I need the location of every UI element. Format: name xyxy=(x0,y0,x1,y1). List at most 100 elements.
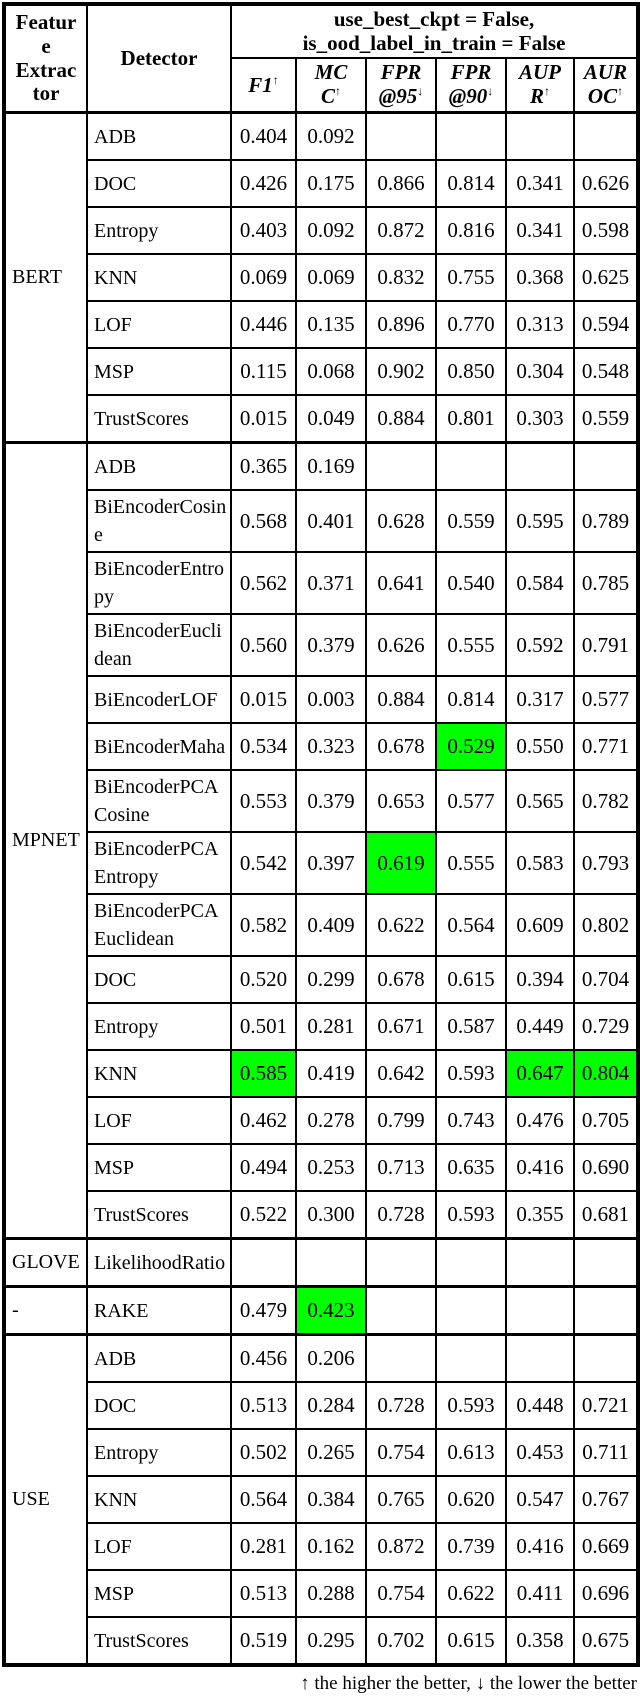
value-cell-f1: 0.562 xyxy=(230,551,297,616)
value-cell-f1: 0.479 xyxy=(230,1285,297,1336)
detector-cell: LOF xyxy=(86,300,232,350)
value-cell-fpr90: 0.850 xyxy=(435,347,507,397)
value-cell-f1: 0.519 xyxy=(230,1616,297,1667)
value-cell-fpr90: 0.593 xyxy=(435,1049,507,1099)
value-cell-aupr: 0.550 xyxy=(505,722,575,772)
value-cell-f1: 0.568 xyxy=(230,489,297,554)
value-cell-fpr95: 0.754 xyxy=(365,1428,437,1478)
value-cell-fpr95: 0.626 xyxy=(365,613,437,678)
value-cell-mcc: 0.295 xyxy=(295,1616,367,1667)
value-cell-mcc: 0.092 xyxy=(295,206,367,256)
value-cell-mcc: 0.401 xyxy=(295,489,367,554)
table-row: USE ADB 0.456 0.206 xyxy=(3,1333,640,1667)
table-row: MPNET ADB 0.365 0.169 xyxy=(3,441,640,1240)
up-arrow-icon: ↑ xyxy=(544,83,550,98)
value-cell-f1: 0.513 xyxy=(230,1381,297,1431)
value-cell-fpr90: 0.743 xyxy=(435,1096,507,1146)
value-cell-f1: 0.553 xyxy=(230,769,297,834)
value-cell-fpr90: 0.622 xyxy=(435,1569,507,1619)
value-cell-fpr90: 0.587 xyxy=(435,1002,507,1052)
value-cell-aupr: 0.317 xyxy=(505,675,575,725)
detector-cell: DOC xyxy=(86,159,232,209)
value-cell-auroc: 0.690 xyxy=(572,1143,640,1193)
value-cell-fpr95: 0.872 xyxy=(365,206,437,256)
value-cell-mcc: 0.323 xyxy=(295,722,367,772)
value-cell-auroc: 0.594 xyxy=(572,300,640,350)
value-cell-aupr: 0.341 xyxy=(505,159,575,209)
value-cell-auroc: 0.548 xyxy=(572,347,640,397)
column-header-f1: F1↑ xyxy=(230,57,297,115)
value-cell-aupr: 0.416 xyxy=(505,1522,575,1572)
value-cell-f1: 0.520 xyxy=(230,955,297,1005)
value-cell-fpr90: 0.559 xyxy=(435,489,507,554)
value-cell-mcc: 0.419 xyxy=(295,1049,367,1099)
detector-cell: KNN xyxy=(86,1475,232,1525)
value-cell-fpr95: 0.678 xyxy=(365,955,437,1005)
value-cell-mcc: 0.288 xyxy=(295,1569,367,1619)
value-cell-auroc: 0.729 xyxy=(572,1002,640,1052)
value-cell-aupr: 0.583 xyxy=(505,831,575,896)
value-cell-auroc: 0.791 xyxy=(572,613,640,678)
table-row: LOF 0.462 0.278 0.799 0.743 0.476 0.705 xyxy=(4,1096,640,1146)
table-row: KNN 0.564 0.384 0.765 0.620 0.547 0.767 xyxy=(4,1475,640,1525)
value-cell-f1: 0.542 xyxy=(230,831,297,896)
value-cell-f1: 0.560 xyxy=(230,613,297,678)
detector-cell: LOF xyxy=(86,1522,232,1572)
value-cell-auroc: 0.669 xyxy=(572,1522,640,1572)
column-header-label: FPR @90↓ xyxy=(448,60,494,108)
legend-note: ↑ the higher the better, ↓ the lower the… xyxy=(300,1673,637,1695)
empty-cell-aupr xyxy=(505,441,575,492)
detector-cell: Entropy xyxy=(86,206,232,256)
empty-cell-aupr xyxy=(505,1333,575,1384)
value-cell-mcc: 0.003 xyxy=(295,675,367,725)
empty-cell-fpr95 xyxy=(365,1237,437,1288)
value-cell-fpr90: 0.540 xyxy=(435,551,507,616)
value-cell-mcc: 0.265 xyxy=(295,1428,367,1478)
empty-cell-fpr90 xyxy=(435,441,507,492)
value-cell-fpr95: 0.622 xyxy=(365,893,437,958)
column-header-label: FPR @95↓ xyxy=(378,60,424,108)
value-cell-auroc: 0.696 xyxy=(572,1569,640,1619)
feature-extractor-cell-bert: BERT xyxy=(3,111,88,444)
value-cell-auroc: 0.721 xyxy=(572,1381,640,1431)
empty-cell-fpr90 xyxy=(435,1333,507,1384)
up-arrow-icon: ↑ xyxy=(617,83,624,98)
value-cell-mcc: 0.384 xyxy=(295,1475,367,1525)
value-cell-mcc: 0.300 xyxy=(295,1190,367,1240)
value-cell-f1: 0.069 xyxy=(230,253,297,303)
value-cell-mcc: 0.169 xyxy=(295,441,367,492)
value-cell-fpr95: 0.628 xyxy=(365,489,437,554)
value-cell-f1: 0.403 xyxy=(230,206,297,256)
value-cell-fpr90: 0.814 xyxy=(435,675,507,725)
down-arrow-icon: ↓ xyxy=(417,83,424,98)
feature-extractor-cell-: - xyxy=(3,1285,88,1336)
detector-cell: ADB xyxy=(86,1333,232,1384)
value-cell-aupr: 0.584 xyxy=(505,551,575,616)
column-header-mcc: MC C↑ xyxy=(295,57,367,115)
value-cell-f1: 0.404 xyxy=(230,111,297,162)
value-cell-mcc: 0.069 xyxy=(295,253,367,303)
value-cell-fpr95: 0.896 xyxy=(365,300,437,350)
value-cell-auroc: 0.559 xyxy=(572,394,640,444)
table-row: TrustScores 0.015 0.049 0.884 0.801 0.303 0.55… xyxy=(4,394,640,444)
detector-cell: ADB xyxy=(86,111,232,162)
column-header-label: AUR OC↑ xyxy=(583,60,628,108)
value-cell-fpr95: 0.641 xyxy=(365,551,437,616)
value-cell-aupr: 0.411 xyxy=(505,1569,575,1619)
value-cell-fpr90: 0.635 xyxy=(435,1143,507,1193)
detector-cell: MSP xyxy=(86,347,232,397)
value-cell-auroc: 0.785 xyxy=(572,551,640,616)
table-row: Entropy 0.501 0.281 0.671 0.587 0.449 0.729 xyxy=(4,1002,640,1052)
empty-cell-fpr90 xyxy=(435,111,507,162)
value-cell-fpr95: 0.619 xyxy=(365,831,437,896)
column-header-fpr90: FPR @90↓ xyxy=(435,57,507,115)
table-row: BiEncoderLOF 0.015 0.003 0.884 0.814 0.317 0.5… xyxy=(4,675,640,725)
table-row: DOC 0.513 0.284 0.728 0.593 0.448 0.721 xyxy=(4,1381,640,1431)
value-cell-mcc: 0.284 xyxy=(295,1381,367,1431)
value-cell-fpr95: 0.728 xyxy=(365,1190,437,1240)
value-cell-f1: 0.426 xyxy=(230,159,297,209)
table-row: TrustScores 0.519 0.295 0.702 0.615 0.358 0.67… xyxy=(4,1616,640,1667)
value-cell-fpr95: 0.799 xyxy=(365,1096,437,1146)
down-arrow-icon: ↓ xyxy=(487,83,494,98)
value-cell-auroc: 0.802 xyxy=(572,893,640,958)
